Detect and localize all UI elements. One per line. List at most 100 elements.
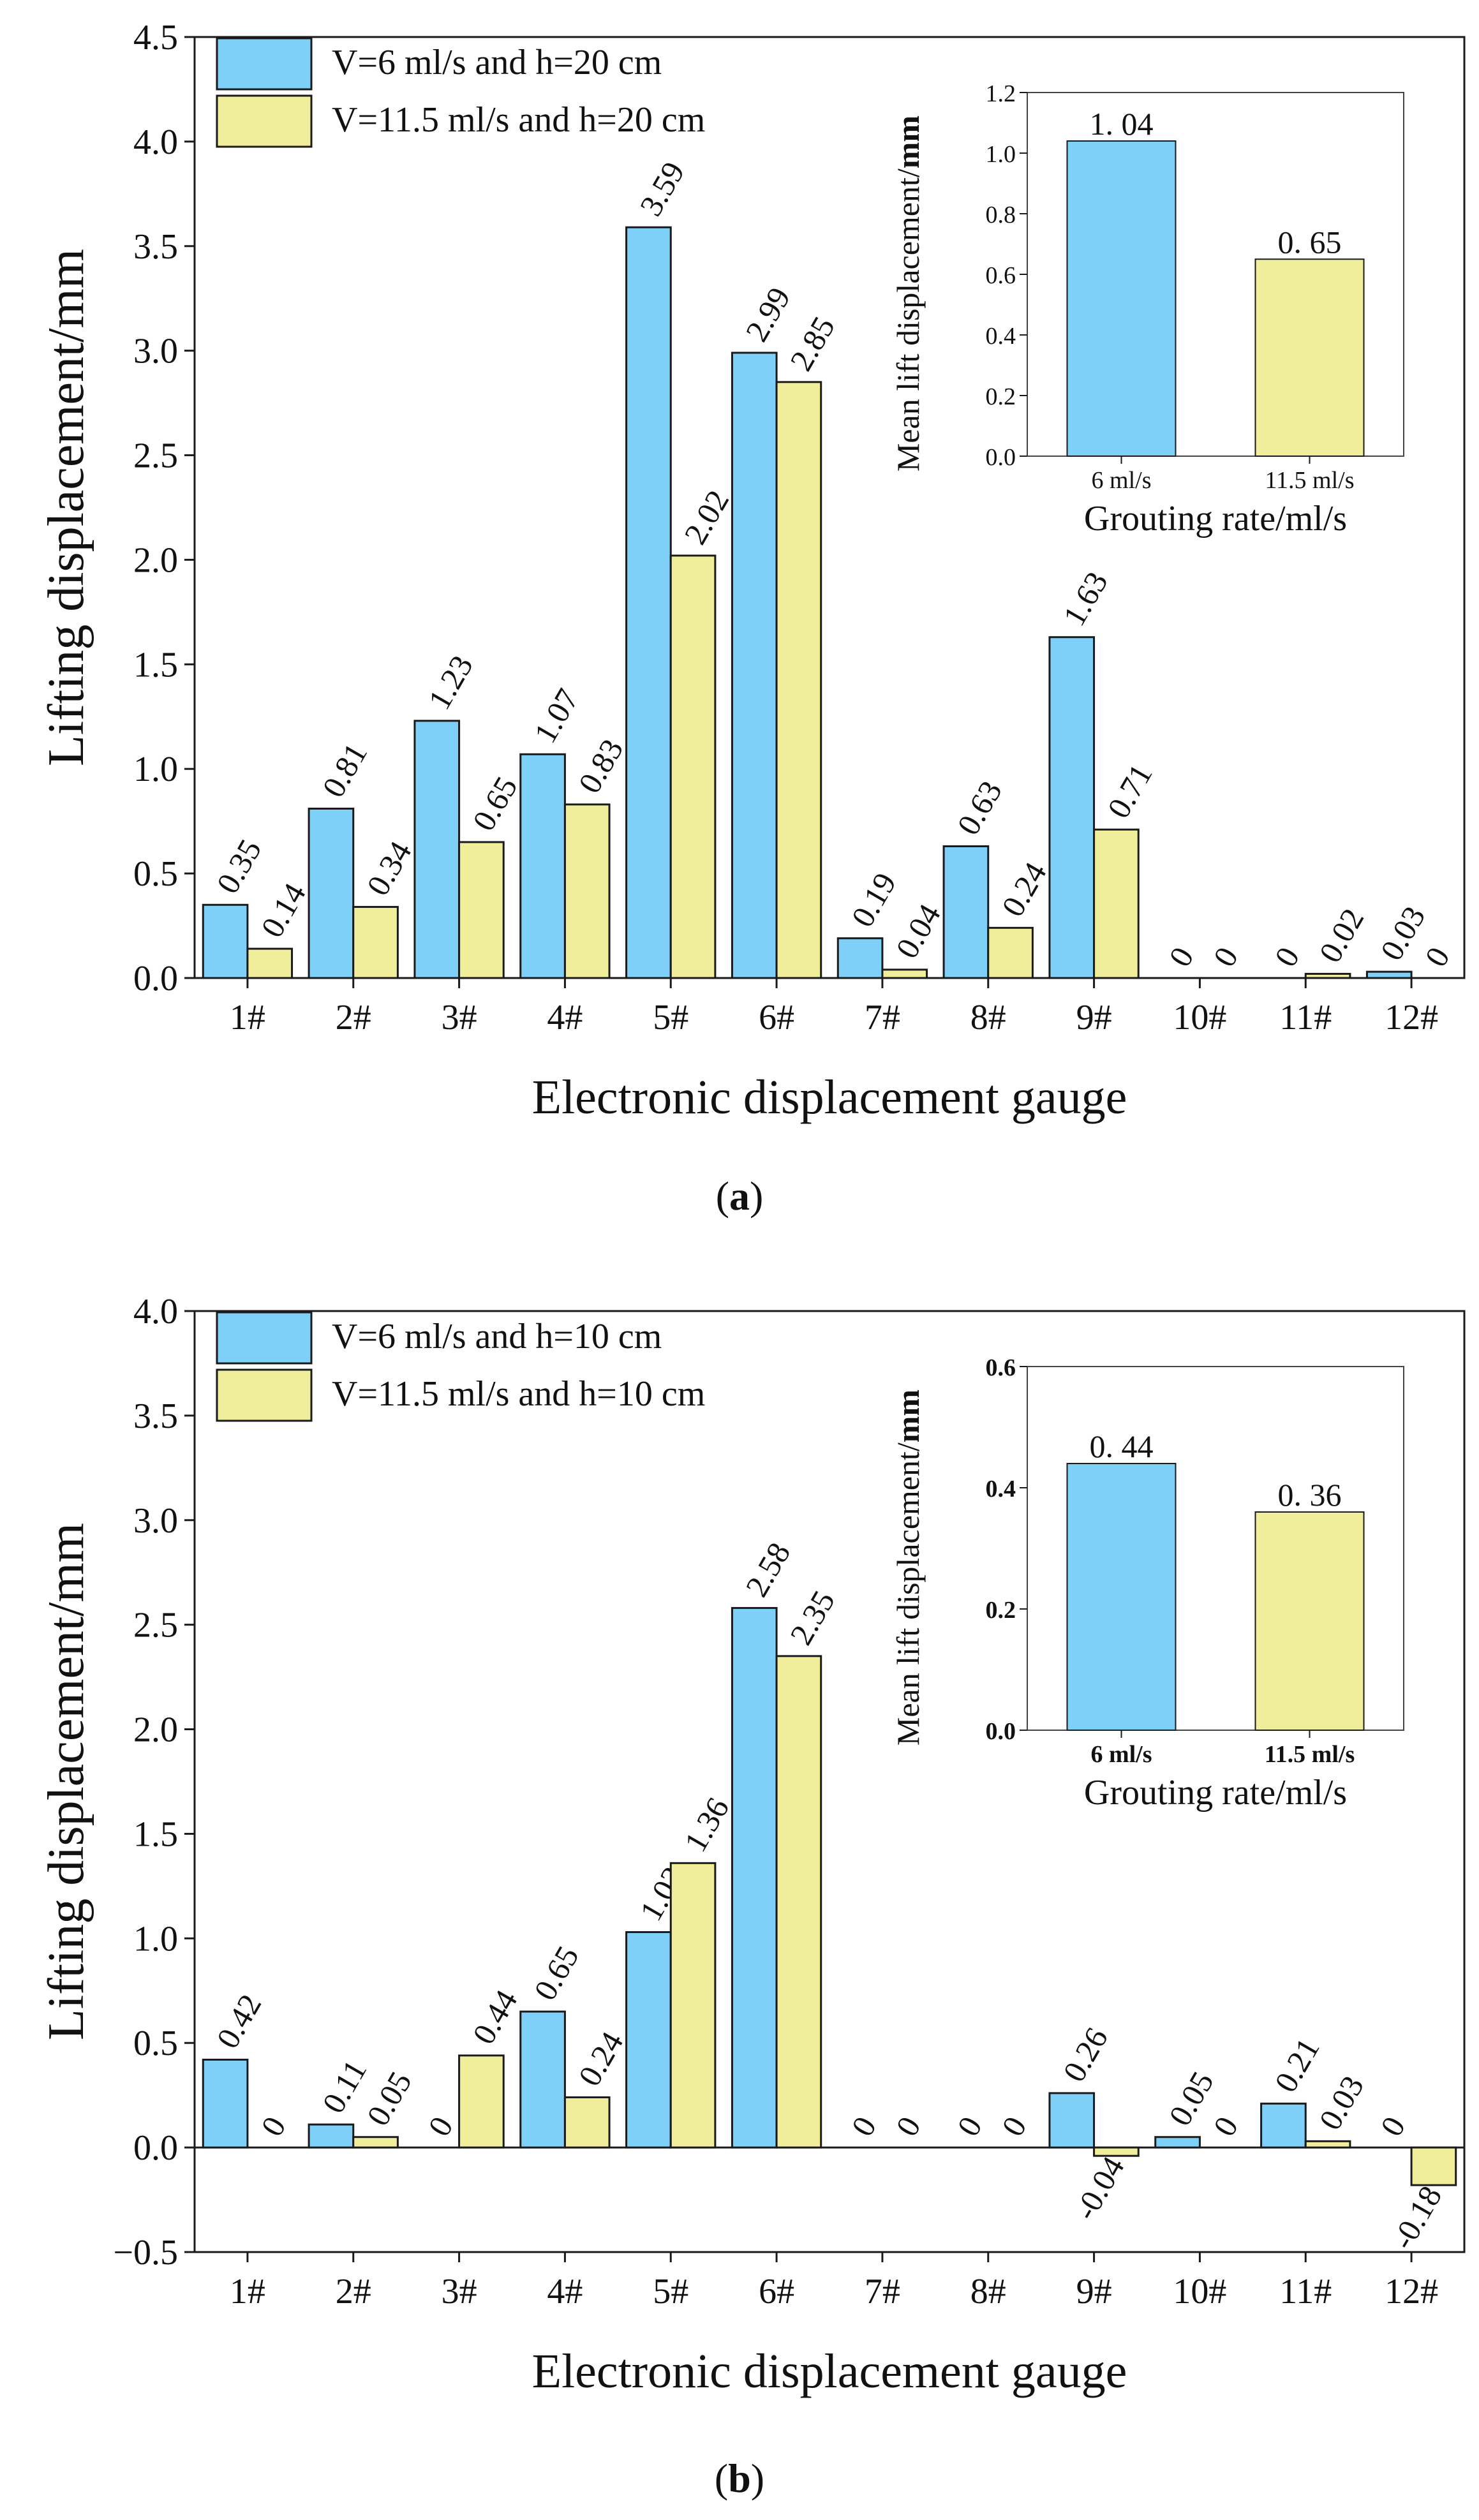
bar-series1 xyxy=(1260,2102,1307,2149)
x-tick-label: 5# xyxy=(653,998,688,1037)
y-tick-label: 2.0 xyxy=(133,540,178,580)
bar-series2 xyxy=(458,2054,505,2149)
plot-frame xyxy=(193,1310,1466,2253)
legend-swatch xyxy=(216,94,313,148)
bar-series1 xyxy=(625,1931,672,2149)
chart-panel-2: −0.5 0.0 0.5 1.0 1.5 2.0 2.5 3.0 3.5 4.0 1# 2# 3# 4# 5… xyxy=(38,1292,1466,2398)
x-tick-label: 10# xyxy=(1173,2272,1226,2311)
legend-entry: V=11.5 ml/s and h=20 cm xyxy=(332,100,705,140)
data-label: 2.02 xyxy=(677,484,736,551)
y-tick-label: 4.0 xyxy=(133,1292,178,1331)
legend-entry: V=6 ml/s and h=20 cm xyxy=(332,43,662,82)
inset-x-tick-label: 6 ml/s xyxy=(1092,467,1152,494)
inset-y-tick-label: 0.0 xyxy=(986,1718,1016,1745)
bar-series2 xyxy=(669,1862,717,2149)
data-label: -0.04 xyxy=(1067,2151,1131,2226)
bar-series1 xyxy=(1048,2092,1096,2149)
x-tick-label: 12# xyxy=(1385,2272,1438,2311)
data-label: 2.85 xyxy=(783,311,842,377)
x-tick-label: 11# xyxy=(1279,998,1332,1037)
x-tick-label: 8# xyxy=(970,2272,1006,2311)
bar-series2 xyxy=(1410,2146,1457,2186)
data-label: 0 xyxy=(1267,941,1306,973)
inset-y-tick-label: 0.2 xyxy=(986,1597,1016,1624)
bar-series2 xyxy=(563,803,611,979)
y-tick-label: 3.0 xyxy=(133,1501,178,1541)
bar-series2 xyxy=(246,947,294,979)
bar-series2 xyxy=(1304,2140,1351,2149)
inset-bar xyxy=(1066,140,1177,457)
panel-b-label: (b) xyxy=(0,2455,1479,2502)
inset-x-axis-title: Grouting rate/ml/s xyxy=(1084,499,1347,538)
legend-entry: V=11.5 ml/s and h=10 cm xyxy=(332,1374,705,1414)
y-tick-label: −0.5 xyxy=(113,2233,178,2272)
inset-y-axis-title-text: Mean lift displacement/ xyxy=(890,168,926,471)
inset-data-label: 0. 65 xyxy=(1278,224,1342,260)
data-label: 0.34 xyxy=(360,835,419,901)
y-tick-label: 2.5 xyxy=(133,1606,178,1645)
data-label: 0.26 xyxy=(1056,2022,1115,2088)
panel-a-label-open: ( xyxy=(715,1173,729,1219)
panel-a-label-letter: a xyxy=(729,1173,750,1219)
inset-chart: 0.0 0.2 0.4 0.6 0. 44 6 ml/s 0. 36 11.5 ml/s Gro… xyxy=(890,1354,1404,1812)
bar-series1 xyxy=(1154,2136,1201,2149)
data-label: 2.99 xyxy=(738,281,797,348)
data-label: 1.23 xyxy=(421,649,480,716)
data-label: 3.59 xyxy=(632,156,691,222)
y-tick-label: 0.0 xyxy=(133,959,178,998)
bar-series1 xyxy=(1048,636,1096,979)
legend-swatch xyxy=(216,1311,313,1365)
bar-series2 xyxy=(1093,2146,1140,2157)
bar-series1 xyxy=(836,937,884,979)
panel-b-label-open: ( xyxy=(714,2456,729,2501)
inset-y-tick-label: 0.6 xyxy=(986,1354,1016,1381)
inset-y-tick-label: 0.4 xyxy=(986,323,1016,350)
panel-b-label-close: ) xyxy=(750,2456,765,2501)
data-label: 0.19 xyxy=(844,866,903,933)
y-tick-label: 2.5 xyxy=(133,436,178,476)
legend: V=6 ml/s and h=20 cm V=11.5 ml/s and h=20… xyxy=(216,37,705,148)
plot-frame xyxy=(193,36,1466,979)
inset-y-axis-title: Mean lift displacement/mm xyxy=(890,1390,926,1745)
x-tick-label: 9# xyxy=(1076,2272,1112,2311)
data-label: 2.58 xyxy=(738,1536,797,1603)
inset-y-tick-label: 1.2 xyxy=(986,80,1016,107)
data-label: 0.21 xyxy=(1267,2032,1326,2098)
x-tick-label: 2# xyxy=(336,998,371,1037)
bar-series1 xyxy=(519,2010,566,2149)
data-label: 0.42 xyxy=(209,1988,268,2054)
data-label: 0 xyxy=(995,2110,1034,2142)
data-label: 0.14 xyxy=(254,877,313,944)
bar-series2 xyxy=(352,2136,399,2149)
x-axis-title: Electronic displacement gauge xyxy=(532,2345,1127,2398)
data-label: 1.63 xyxy=(1056,565,1115,632)
data-label: 0 xyxy=(950,2110,989,2142)
x-tick-label: 5# xyxy=(653,2272,688,2311)
data-label: 0.24 xyxy=(571,2026,630,2092)
data-label: 0.63 xyxy=(950,775,1009,841)
data-label: 2.35 xyxy=(783,1585,842,1651)
data-label: 0.83 xyxy=(571,733,630,799)
bar-series1 xyxy=(308,808,355,979)
y-tick-label: 1.5 xyxy=(133,645,178,685)
bar-series1 xyxy=(308,2123,355,2149)
inset-y-axis-title: Mean lift displacement/mm xyxy=(890,115,926,471)
data-label: 0 xyxy=(1373,2110,1412,2142)
inset-y-axis-title-unit: mm xyxy=(890,115,926,168)
bar-series2 xyxy=(775,1655,822,2149)
y-tick-label: 3.5 xyxy=(133,227,178,267)
panel-a-label: (a) xyxy=(0,1173,1479,1220)
inset-data-label: 0. 36 xyxy=(1278,1477,1342,1513)
y-tick-label: 3.0 xyxy=(133,332,178,371)
data-label: 0.35 xyxy=(209,833,268,900)
y-tick-label: 0.5 xyxy=(133,2024,178,2063)
inset-y-tick-label: 0.2 xyxy=(986,383,1016,410)
inset-y-tick-label: 1.0 xyxy=(986,141,1016,168)
y-tick-label: 2.0 xyxy=(133,1710,178,1750)
inset-y-tick-label: 0.6 xyxy=(986,262,1016,289)
y-tick-label: 4.0 xyxy=(133,122,178,162)
y-tick-label: 1.0 xyxy=(133,750,178,789)
inset-chart: 0.0 0.2 0.4 0.6 0.8 1.0 1.2 1. 04 6 ml/s 0. 65 11.… xyxy=(890,80,1404,538)
x-axis-title: Electronic displacement gauge xyxy=(532,1071,1127,1124)
data-label: 0.44 xyxy=(465,1984,524,2050)
